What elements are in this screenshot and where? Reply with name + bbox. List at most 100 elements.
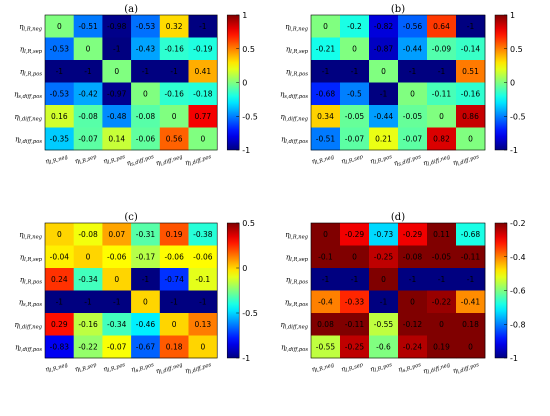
cell-value: -0.21 <box>316 44 336 53</box>
cell-value: -0.1 <box>318 252 333 261</box>
cell-value: -1 <box>199 297 207 306</box>
cell-value: -0.29 <box>403 230 423 239</box>
cell-value: -1 <box>84 67 92 76</box>
cell-value: 0.64 <box>433 22 450 31</box>
heatmap-cell <box>131 245 161 269</box>
column-label: ηl,diff,pos <box>184 358 213 376</box>
heatmap-cell <box>398 268 428 291</box>
cell-value: 0 <box>143 89 148 98</box>
heatmap-panel: (c) 0 -0.08 0.07 -0.31 0.19 -0.38 -0.04 0 -0.06 -0… <box>14 212 258 376</box>
cell-value: 0.82 <box>433 134 450 143</box>
heatmap-cell <box>427 290 457 314</box>
cell-value: -0.16 <box>461 89 481 98</box>
heatmap-cell <box>131 290 161 314</box>
cell-value: -1 <box>113 297 121 306</box>
column-label: ηl,R,sep <box>74 358 98 375</box>
heatmap-cell <box>188 313 218 336</box>
cell-value: -1 <box>84 297 92 306</box>
column-label: ηl,diff,pos <box>452 358 481 376</box>
heatmap-cell <box>102 15 132 38</box>
heatmap-cell <box>398 82 428 106</box>
cell-value: -0.34 <box>78 275 98 284</box>
cell-value: 0 <box>86 252 91 261</box>
cell-value: 0 <box>352 44 357 53</box>
cell-value: 0 <box>172 320 177 329</box>
heatmap-cell <box>73 223 103 246</box>
heatmap-cell <box>398 223 428 246</box>
colorbar-tick-label: -0.4 <box>510 253 526 262</box>
cell-value: -0.44 <box>374 112 394 121</box>
column-label: ηl,diff,pos <box>184 150 213 168</box>
cell-value: 0 <box>323 22 328 31</box>
row-label: ηs,R,pos <box>19 298 43 308</box>
panel-title: (d) <box>391 212 405 223</box>
heatmap-cell <box>159 313 189 336</box>
cell-value: -0.07 <box>107 342 127 351</box>
heatmap-cell <box>73 313 103 336</box>
cell-value: -0.53 <box>50 89 70 98</box>
cell-value: -0.07 <box>78 134 98 143</box>
cell-value: 0 <box>468 342 473 351</box>
cell-value: 0.56 <box>166 134 183 143</box>
heatmap-cell <box>398 245 428 269</box>
heatmap-cell <box>369 105 399 128</box>
heatmap-cell <box>369 60 399 83</box>
heatmap-cell <box>427 82 457 106</box>
colorbar-tick-label: -0.5 <box>242 309 258 318</box>
cell-value: -0.24 <box>403 342 423 351</box>
colorbar-tick-label: 0.5 <box>510 45 523 54</box>
row-label: ηl,diff,neg <box>280 321 308 331</box>
heatmap-cell <box>131 60 161 83</box>
heatmap-cell <box>427 105 457 128</box>
heatmap-cell <box>340 313 370 336</box>
cell-value: -0.14 <box>461 44 481 53</box>
heatmap-cell <box>45 290 74 314</box>
cell-value: -0.97 <box>107 89 127 98</box>
heatmap-cell <box>73 15 103 38</box>
heatmap-cell <box>131 223 161 246</box>
heatmap-cell <box>131 313 161 336</box>
cell-value: -0.34 <box>107 320 127 329</box>
heatmap-cell <box>369 245 399 269</box>
cell-value: -1 <box>322 67 330 76</box>
heatmap-cell <box>188 60 218 83</box>
colorbar <box>226 222 240 359</box>
cell-value: -0.29 <box>345 230 365 239</box>
cell-value: -1 <box>438 67 446 76</box>
heatmap-cell <box>188 105 218 128</box>
cell-value: -0.51 <box>78 22 98 31</box>
cell-value: 0 <box>352 252 357 261</box>
heatmap-cell <box>340 245 370 269</box>
column-label: ηl,diff,neg <box>422 358 452 377</box>
cell-value: -0.98 <box>107 22 127 31</box>
cell-value: -0.22 <box>78 342 98 351</box>
heatmap-cell <box>340 268 370 291</box>
column-label: ηl,R,sep <box>340 150 364 167</box>
cell-value: -0.1 <box>196 275 211 284</box>
cell-value: -0.43 <box>136 44 156 53</box>
cell-value: -0.18 <box>193 89 213 98</box>
cell-value: -0.16 <box>164 44 184 53</box>
heatmap-cell <box>73 105 103 128</box>
cell-value: -0.51 <box>316 134 336 143</box>
heatmap-cell <box>45 60 74 83</box>
heatmap-cell <box>369 82 399 106</box>
colorbar-tick-label: -0.8 <box>510 320 526 329</box>
column-label: ηl,R,neg <box>310 150 335 167</box>
row-label: ηl,R,pos <box>286 276 309 286</box>
cell-value: -1 <box>351 67 359 76</box>
panel-title: (c) <box>124 212 138 223</box>
cell-value: -0.06 <box>193 252 213 261</box>
heatmap-cell <box>188 127 218 151</box>
column-label: ηl,R,sep <box>74 150 98 167</box>
cell-value: 0.86 <box>462 112 479 121</box>
row-label: ηl,diff,neg <box>14 321 42 331</box>
heatmap-frame <box>310 222 486 359</box>
heatmap-cell <box>311 82 341 106</box>
cell-value: 0.77 <box>194 112 211 121</box>
heatmap-cell <box>159 37 189 61</box>
cell-value: -0.07 <box>345 134 365 143</box>
heatmap-cell <box>456 313 486 336</box>
heatmap-cell <box>159 290 189 314</box>
